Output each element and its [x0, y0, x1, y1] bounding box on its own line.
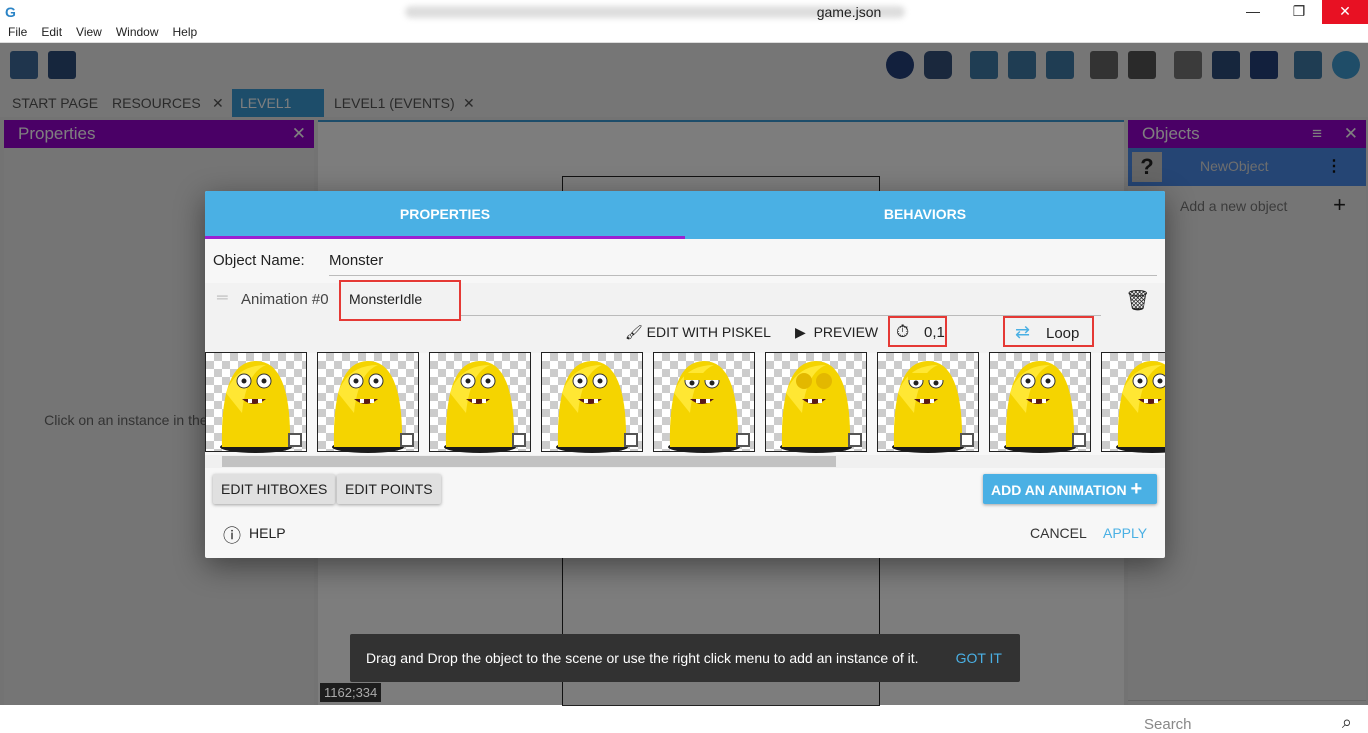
- snackbar-message: Drag and Drop the object to the scene or…: [366, 650, 919, 666]
- frame-checkbox[interactable]: [1072, 433, 1086, 447]
- tab-properties[interactable]: PROPERTIES: [205, 191, 685, 239]
- tab-behaviors[interactable]: BEHAVIORS: [883, 206, 967, 222]
- frame-checkbox[interactable]: [736, 433, 750, 447]
- monster-sprite: [556, 361, 628, 453]
- frame-timing-field[interactable]: 0,1: [924, 324, 945, 341]
- menu-view[interactable]: View: [76, 25, 102, 39]
- animation-frame[interactable]: [317, 352, 419, 453]
- animation-frame[interactable]: [205, 352, 307, 453]
- cursor-coordinates: 1162;334: [320, 683, 382, 702]
- edit-points-button[interactable]: EDIT POINTS: [337, 474, 441, 504]
- blurred-path: [405, 6, 905, 18]
- frame-checkbox[interactable]: [960, 433, 974, 447]
- frame-checkbox[interactable]: [512, 433, 526, 447]
- animation-frame[interactable]: [1101, 352, 1165, 453]
- menu-window[interactable]: Window: [115, 25, 159, 39]
- button-label: PREVIEW: [813, 324, 879, 340]
- help-icon: ⓘ: [223, 526, 241, 546]
- menu-help[interactable]: Help: [172, 25, 198, 39]
- title-bar: G game.json — ❐ ✕: [0, 0, 1368, 24]
- search-input[interactable]: Search: [1144, 716, 1192, 733]
- button-label: EDIT WITH PISKEL: [646, 324, 771, 340]
- highlight-box: [339, 280, 461, 321]
- preview-button[interactable]: ▶ PREVIEW: [795, 324, 878, 341]
- edit-hitboxes-button[interactable]: EDIT HITBOXES: [213, 474, 336, 504]
- drag-handle-icon[interactable]: ═: [217, 289, 228, 306]
- monster-sprite: [892, 361, 964, 453]
- animation-frame[interactable]: [429, 352, 531, 453]
- monster-sprite: [332, 361, 404, 453]
- help-button[interactable]: HELP: [249, 525, 286, 541]
- frames-scrollbar[interactable]: [205, 455, 1165, 468]
- monster-sprite: [1116, 361, 1165, 453]
- menu-file[interactable]: File: [8, 25, 28, 39]
- got-it-button[interactable]: GOT IT: [955, 650, 1002, 666]
- frame-checkbox[interactable]: [624, 433, 638, 447]
- animation-frame[interactable]: [653, 352, 755, 453]
- object-name-label: Object Name:: [213, 252, 305, 269]
- cancel-button[interactable]: CANCEL: [1030, 525, 1087, 541]
- brush-icon: 🖌: [625, 324, 643, 340]
- monster-sprite: [668, 361, 740, 453]
- frame-checkbox[interactable]: [400, 433, 414, 447]
- monster-sprite: [780, 361, 852, 453]
- frame-checkbox[interactable]: [848, 433, 862, 447]
- plus-icon: +: [1130, 478, 1143, 500]
- search-icon[interactable]: ⌕: [1341, 712, 1352, 732]
- close-window-button[interactable]: ✕: [1322, 0, 1368, 24]
- button-label: ADD AN ANIMATION: [991, 482, 1127, 498]
- window-title: game.json: [816, 4, 882, 20]
- animation-frame[interactable]: [877, 352, 979, 453]
- apply-button[interactable]: APPLY: [1103, 525, 1148, 541]
- animation-frame[interactable]: [989, 352, 1091, 453]
- timer-icon: ⏱: [896, 322, 910, 341]
- snackbar: Drag and Drop the object to the scene or…: [350, 634, 1020, 682]
- maximize-button[interactable]: ❐: [1292, 3, 1306, 19]
- animation-label: Animation #0: [241, 291, 329, 308]
- scrollbar-thumb[interactable]: [222, 456, 836, 467]
- app-logo-icon: G: [5, 4, 16, 20]
- object-name-field[interactable]: Monster: [329, 252, 384, 269]
- object-editor-dialog: PROPERTIES BEHAVIORS Object Name: Monste…: [205, 191, 1165, 558]
- monster-sprite: [1004, 361, 1076, 453]
- frame-checkbox[interactable]: [288, 433, 302, 447]
- loop-icon: ⇄: [1015, 322, 1031, 342]
- add-animation-button[interactable]: ADD AN ANIMATION +: [983, 474, 1157, 504]
- monster-sprite: [220, 361, 292, 453]
- animation-frame[interactable]: [541, 352, 643, 453]
- menu-bar: File Edit View Window Help: [0, 24, 1368, 43]
- animation-name-field[interactable]: MonsterIdle: [349, 291, 423, 307]
- highlight-box: [888, 316, 947, 347]
- animation-frame[interactable]: [765, 352, 867, 453]
- highlight-box: [1003, 316, 1094, 347]
- loop-toggle[interactable]: Loop: [1046, 325, 1080, 342]
- minimize-button[interactable]: —: [1246, 3, 1260, 19]
- play-icon: ▶: [795, 324, 806, 340]
- delete-animation-icon[interactable]: 🗑: [1125, 290, 1151, 312]
- monster-sprite: [444, 361, 516, 453]
- edit-with-piskel-button[interactable]: 🖌 EDIT WITH PISKEL: [625, 324, 771, 341]
- menu-edit[interactable]: Edit: [41, 25, 63, 39]
